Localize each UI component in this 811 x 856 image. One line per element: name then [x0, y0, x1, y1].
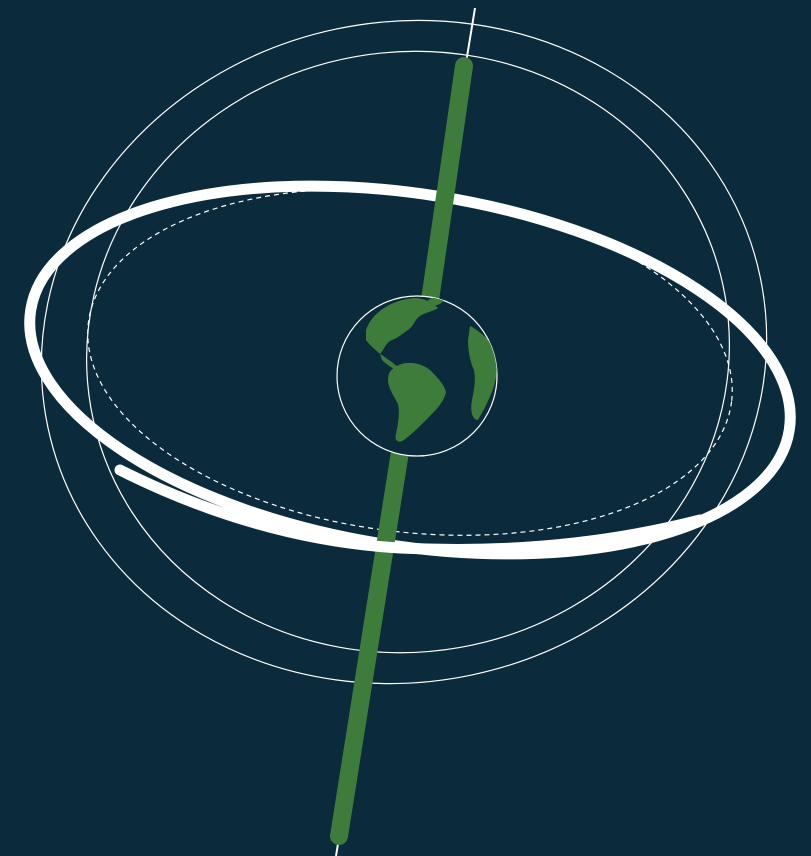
outer-orbit-ring: [40, 19, 768, 685]
thick-orbit-band-front: [114, 464, 706, 555]
inner-orbit-ring: [86, 50, 730, 654]
earth-globe-icon: [336, 295, 498, 457]
axis-rod-upper: [421, 57, 473, 309]
axis-rod-lower: [330, 443, 409, 845]
